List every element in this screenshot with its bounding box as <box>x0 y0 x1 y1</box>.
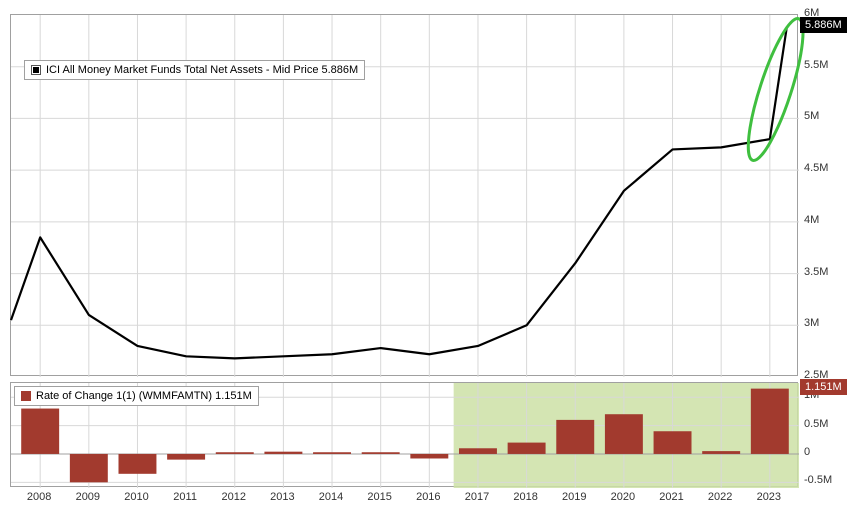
xaxis-tick-label: 2023 <box>757 491 781 503</box>
sub-last-value-text: 1.151M <box>805 381 842 393</box>
sub-legend-swatch <box>21 391 31 401</box>
xaxis-tick-label: 2017 <box>465 491 489 503</box>
xaxis-tick-label: 2011 <box>173 491 197 503</box>
main-legend: ICI All Money Market Funds Total Net Ass… <box>24 60 365 80</box>
xaxis-tick-label: 2020 <box>611 491 635 503</box>
main-ytick-label: 5M <box>804 110 844 122</box>
main-ytick-label: 3.5M <box>804 266 844 278</box>
main-ytick-label: 4M <box>804 214 844 226</box>
xaxis-tick-label: 2019 <box>562 491 586 503</box>
xaxis-tick-label: 2012 <box>222 491 246 503</box>
xaxis-tick-label: 2022 <box>708 491 732 503</box>
sub-ytick-label: -0.5M <box>804 474 844 486</box>
xaxis-tick-label: 2018 <box>513 491 537 503</box>
xaxis-tick-label: 2008 <box>27 491 51 503</box>
sub-ytick-label: 0.5M <box>804 418 844 430</box>
xaxis-tick-label: 2014 <box>319 491 343 503</box>
sub-legend: Rate of Change 1(1) (WMMFAMTN) 1.151M <box>14 386 259 406</box>
main-ytick-label: 5.5M <box>804 59 844 71</box>
xaxis-tick-label: 2013 <box>270 491 294 503</box>
main-legend-swatch <box>31 65 41 75</box>
xaxis-tick-label: 2010 <box>124 491 148 503</box>
main-ytick-label: 4.5M <box>804 162 844 174</box>
main-last-value-badge: 5.886M <box>800 17 847 33</box>
xaxis-tick-label: 2016 <box>416 491 440 503</box>
main-legend-label: ICI All Money Market Funds Total Net Ass… <box>46 64 358 76</box>
xaxis-tick-label: 2009 <box>76 491 100 503</box>
sub-legend-label: Rate of Change 1(1) (WMMFAMTN) 1.151M <box>36 390 252 402</box>
xaxis-tick-label: 2021 <box>659 491 683 503</box>
sub-last-value-badge: 1.151M <box>800 379 847 395</box>
main-last-value-text: 5.886M <box>805 19 842 31</box>
sub-ytick-label: 0 <box>804 446 844 458</box>
main-ytick-label: 3M <box>804 317 844 329</box>
xaxis-tick-label: 2015 <box>367 491 391 503</box>
